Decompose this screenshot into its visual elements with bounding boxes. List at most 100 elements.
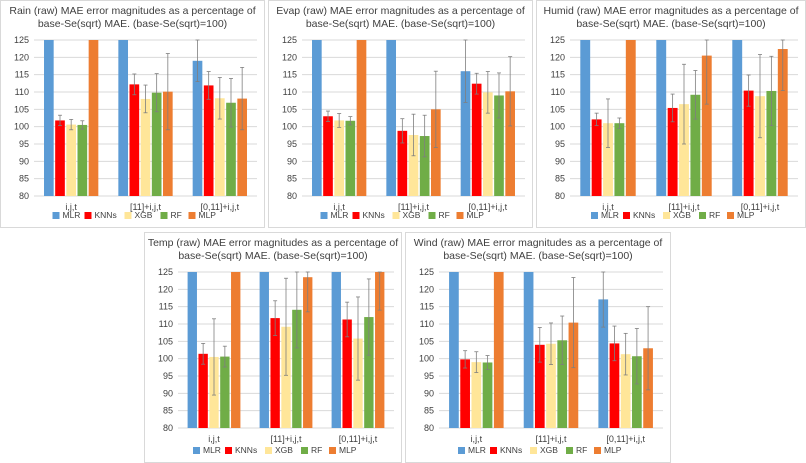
bar-knns [534, 344, 545, 428]
x-category-label: [0,11]+i,j,t [469, 202, 508, 212]
y-tick-label: 110 [551, 87, 565, 97]
bar-knns [323, 116, 333, 196]
bar-mlp [356, 40, 367, 196]
y-tick-label: 120 [14, 52, 29, 62]
bar-mlp [162, 91, 173, 196]
bar-rf [220, 356, 230, 428]
y-tick-label: 125 [158, 267, 173, 277]
y-tick-label: 85 [287, 174, 297, 184]
legend-swatch [699, 212, 706, 219]
bar-mlp [231, 272, 241, 428]
legend-swatch [352, 212, 360, 219]
y-tick-label: 90 [163, 388, 173, 398]
y-tick-label: 80 [287, 191, 297, 201]
bar-mlp [777, 49, 788, 196]
legend-swatch [320, 212, 328, 219]
legend-label: MLR [63, 210, 81, 220]
legend-label: RF [709, 210, 720, 220]
y-tick-label: 125 [419, 267, 434, 277]
legend-swatch [458, 447, 465, 454]
chart-title: Temp (raw) MAE error magnitudes as a per… [148, 237, 398, 249]
legend-label: MLR [203, 445, 221, 455]
bar-xgb [755, 96, 765, 196]
y-tick-label: 90 [424, 388, 434, 398]
bar-xgb [353, 338, 363, 428]
legend-label: MLP [604, 445, 622, 455]
y-tick-label: 120 [158, 284, 173, 294]
y-tick-label: 90 [555, 156, 565, 166]
bar-xgb [483, 92, 493, 196]
x-category-label: i,j,t [471, 434, 483, 444]
y-tick-label: 80 [19, 191, 29, 201]
x-category-label: i,j,t [65, 202, 77, 212]
bar-knns [609, 343, 620, 428]
bar-rf [690, 94, 701, 196]
y-tick-label: 115 [551, 70, 565, 80]
bar-xgb [140, 98, 151, 196]
bar-knns [342, 319, 352, 428]
legend-label: MLP [339, 445, 357, 455]
chart-title: base-Se(sqrt) MAE. (base-Se(sqrt)=100) [178, 250, 367, 262]
chart-title: Humid (raw) MAE error magnitudes as a pe… [543, 5, 798, 17]
legend-swatch [490, 447, 497, 454]
y-tick-label: 105 [419, 336, 434, 346]
y-tick-label: 80 [555, 191, 565, 201]
chart-panel: Rain (raw) MAE error magnitudes as a per… [0, 0, 265, 228]
chart-panel: Temp (raw) MAE error magnitudes as a per… [144, 232, 402, 463]
bar-xgb [408, 134, 419, 196]
legend-swatch [663, 212, 670, 219]
bar-mlr [598, 299, 609, 428]
bar-mlp [88, 40, 99, 196]
legend-label: KNNs [363, 210, 385, 220]
y-tick-label: 95 [555, 139, 565, 149]
bar-rf [292, 309, 302, 428]
y-tick-label: 90 [287, 156, 297, 166]
legend-label: MLR [468, 445, 486, 455]
legend-swatch [428, 212, 436, 219]
x-category-label: [0,11]+i,j,t [606, 434, 645, 444]
bar-mlr [44, 40, 54, 196]
bar-xgb [66, 124, 76, 196]
legend-label: MLR [331, 210, 349, 220]
legend-swatch [124, 212, 132, 219]
y-tick-label: 100 [14, 122, 29, 132]
legend-label: MLP [737, 210, 755, 220]
y-tick-label: 105 [14, 104, 29, 114]
legend-label: MLP [199, 210, 217, 220]
x-category-label: i,j,t [208, 434, 220, 444]
bar-mlr [732, 40, 743, 196]
bar-rf [419, 136, 430, 196]
x-category-label: [0,11]+i,j,t [201, 202, 240, 212]
y-tick-label: 115 [283, 70, 297, 80]
x-category-label: [11]+i,j,t [398, 202, 430, 212]
chart-panel: Evap (raw) MAE error magnitudes as a per… [268, 0, 533, 228]
x-category-label: [0,11]+i,j,t [339, 434, 378, 444]
legend-label: RF [311, 445, 322, 455]
bar-mlr [192, 60, 203, 196]
y-tick-label: 95 [163, 371, 173, 381]
bar-knns [270, 318, 280, 428]
y-tick-label: 105 [550, 104, 565, 114]
y-tick-label: 90 [19, 156, 29, 166]
y-tick-label: 85 [163, 406, 173, 416]
bar-mlp [568, 322, 579, 428]
legend-swatch [301, 447, 308, 454]
legend-label: KNNs [500, 445, 522, 455]
y-tick-label: 110 [283, 87, 297, 97]
legend-swatch [530, 447, 537, 454]
bar-rf [77, 124, 88, 196]
legend-swatch [566, 447, 573, 454]
bar-knns [55, 120, 65, 196]
x-category-label: [11]+i,j,t [668, 202, 700, 212]
bar-knns [471, 83, 482, 196]
bar-knns [460, 359, 470, 428]
bar-knns [591, 119, 602, 196]
chart-panel: Wind (raw) MAE error magnitudes as a per… [405, 232, 671, 463]
chart-title: base-Se(sqrt) MAE. (base-Se(sqrt)=100) [576, 18, 765, 30]
bar-rf [557, 340, 568, 428]
legend-swatch [456, 212, 464, 219]
y-tick-label: 95 [424, 371, 434, 381]
bar-rf [614, 123, 625, 196]
legend-label: MLP [467, 210, 485, 220]
